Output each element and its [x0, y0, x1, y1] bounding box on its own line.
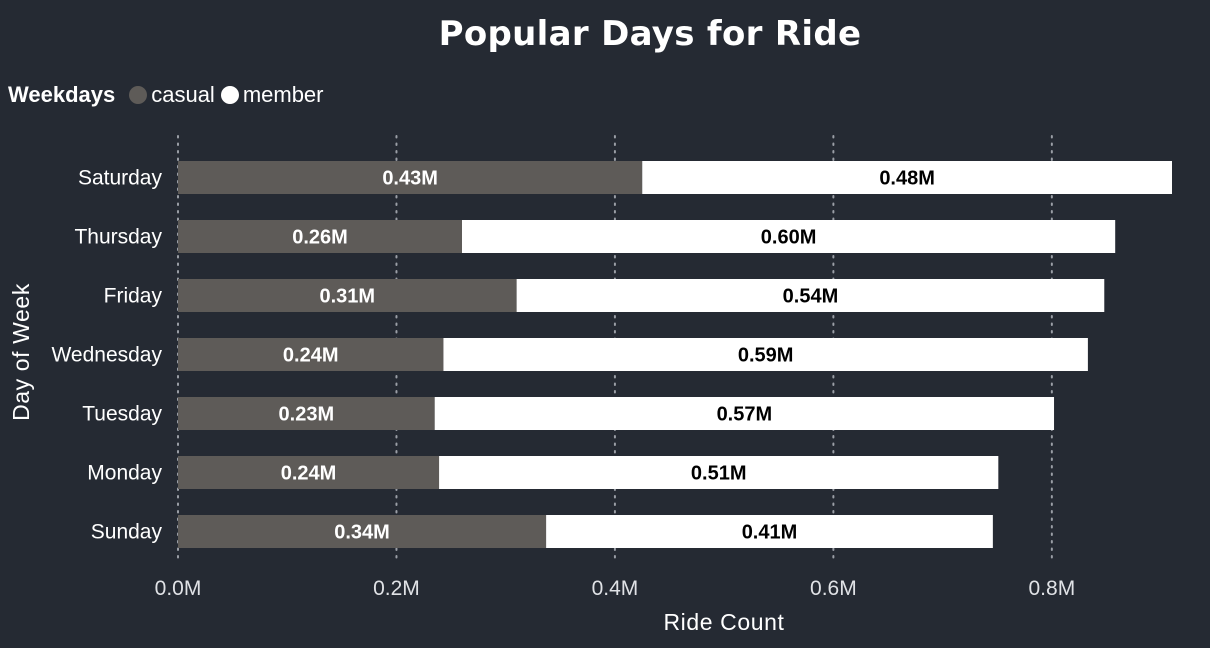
data-label-member-monday: 0.51M	[691, 463, 747, 485]
legend-title: Weekdays	[8, 82, 116, 107]
y-tick-label-sunday: Sunday	[91, 521, 163, 544]
x-tick-label-0: 0.0M	[155, 577, 202, 600]
y-tick-label-wednesday: Wednesday	[51, 344, 162, 367]
legend-marker-casual	[129, 86, 148, 104]
data-label-casual-sunday: 0.34M	[334, 522, 390, 544]
data-label-casual-monday: 0.24M	[281, 463, 337, 485]
data-label-member-thursday: 0.60M	[761, 227, 817, 249]
legend-marker-member	[220, 86, 239, 104]
data-label-member-friday: 0.54M	[783, 286, 839, 308]
chart-title: Popular Days for Ride	[438, 14, 862, 54]
bar-member-sunday[interactable]	[546, 515, 993, 548]
x-tick-label-2: 0.4M	[592, 577, 639, 600]
data-label-member-sunday: 0.41M	[742, 522, 798, 544]
bar-member-tuesday[interactable]	[434, 397, 1055, 430]
bar-member-thursday[interactable]	[462, 220, 1116, 253]
bar-casual-friday[interactable]	[178, 279, 517, 312]
data-labels: 0.43M 0.48M Saturday 0.26M 0.60M Thursday 0.31…	[51, 167, 934, 544]
bar-member-monday[interactable]	[439, 456, 999, 489]
legend: Weekdays casual member	[8, 80, 330, 110]
bar-casual-tuesday[interactable]	[178, 397, 435, 430]
bar-member-wednesday[interactable]	[443, 338, 1088, 371]
bar-member-friday[interactable]	[516, 279, 1105, 312]
x-tick-label-1: 0.2M	[373, 577, 420, 600]
bar-casual-monday[interactable]	[178, 456, 440, 489]
y-axis-title: Day of Week	[8, 283, 34, 421]
y-tick-label-friday: Friday	[104, 285, 163, 308]
bar-casual-sunday[interactable]	[178, 515, 547, 548]
data-label-member-tuesday: 0.57M	[717, 404, 773, 426]
bar-casual-saturday[interactable]	[178, 161, 643, 194]
data-label-casual-thursday: 0.26M	[292, 227, 348, 249]
legend-label-member: member	[242, 82, 324, 107]
data-label-casual-saturday: 0.43M	[382, 168, 438, 190]
x-tick-label-3: 0.6M	[810, 577, 857, 600]
data-label-casual-tuesday: 0.23M	[279, 404, 335, 426]
bars	[178, 161, 1172, 548]
bar-casual-thursday[interactable]	[178, 220, 462, 253]
legend-label-casual: casual	[151, 82, 215, 107]
bar-member-saturday[interactable]	[642, 161, 1172, 194]
data-label-casual-wednesday: 0.24M	[283, 345, 339, 367]
data-label-member-wednesday: 0.59M	[738, 345, 794, 367]
y-tick-label-thursday: Thursday	[74, 226, 162, 249]
data-label-member-saturday: 0.48M	[879, 168, 935, 190]
y-tick-label-saturday: Saturday	[78, 167, 163, 190]
y-tick-label-monday: Monday	[87, 462, 162, 485]
legend-item-casual[interactable]: casual	[129, 82, 215, 108]
legend-item-member[interactable]: member	[220, 82, 324, 108]
x-tick-label-4: 0.8M	[1029, 577, 1076, 600]
x-axis-title: Ride Count	[663, 609, 784, 635]
bar-casual-wednesday[interactable]	[178, 338, 444, 371]
y-tick-label-tuesday: Tuesday	[82, 403, 162, 426]
data-label-casual-friday: 0.31M	[320, 286, 376, 308]
axes: 0.0M 0.2M 0.4M 0.6M 0.8M Ride Count Day of Wee…	[8, 283, 1075, 635]
